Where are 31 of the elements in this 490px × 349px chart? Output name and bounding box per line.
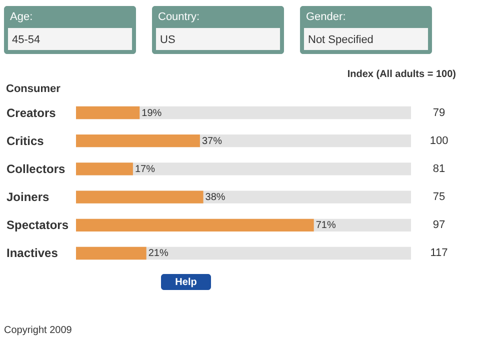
y-axis-title: Consumer: [6, 83, 62, 95]
y-tick-label: Spectators: [6, 218, 69, 232]
text: Help: [175, 277, 197, 288]
data-label: 19%: [142, 108, 162, 119]
text: 117: [430, 247, 448, 260]
text: Index (All adults = 100): [347, 69, 456, 80]
text: 81: [432, 162, 446, 175]
text: Copyright 2009: [4, 325, 72, 336]
text: 79: [432, 106, 446, 119]
text: 45-54: [12, 34, 40, 46]
y-tick-label: Collectors: [6, 162, 66, 176]
text: Country:: [158, 11, 200, 23]
text: 100: [430, 134, 448, 147]
text: US: [160, 34, 176, 46]
bar: [76, 162, 133, 176]
text: 75: [432, 191, 446, 204]
text: Gender:: [306, 11, 346, 23]
y-tick-label: Creators: [6, 106, 56, 120]
data-label: 71%: [316, 220, 336, 232]
data-label: 37%: [202, 136, 222, 147]
data-label: 38%: [205, 192, 226, 204]
text: Not Specified: [308, 34, 374, 46]
y-tick-label: Joiners: [6, 190, 50, 204]
bar: [76, 246, 146, 260]
data-label: 21%: [148, 248, 168, 260]
text: Age:: [10, 11, 33, 23]
data-label: 17%: [134, 164, 156, 175]
y-tick-label: Inactives: [6, 246, 58, 260]
bar: [76, 106, 140, 120]
y-tick-label: Critics: [6, 134, 44, 148]
text: 97: [432, 219, 446, 232]
